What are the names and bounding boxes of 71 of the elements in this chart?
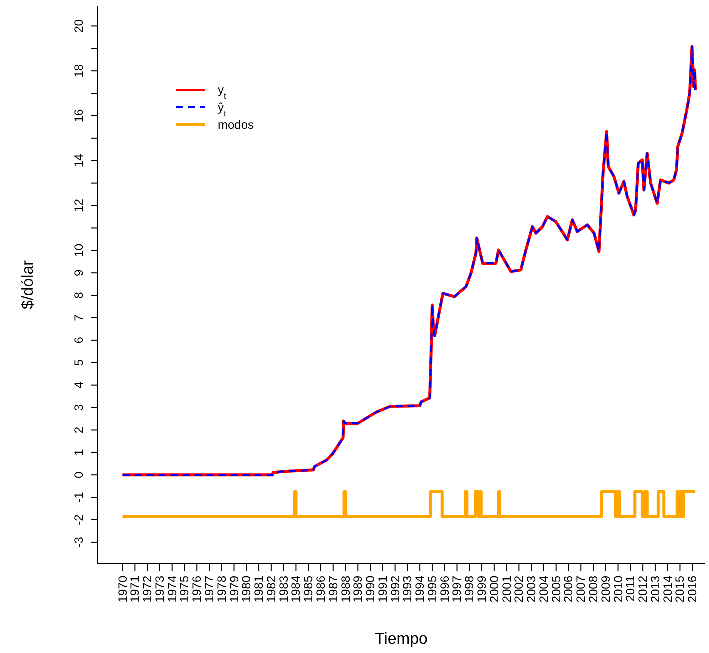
x-tick-label: 2010 <box>611 576 626 603</box>
x-tick-label: 1988 <box>338 576 353 603</box>
y-axis-title: $/dólar <box>20 260 37 310</box>
x-tick-label: 2014 <box>660 576 675 603</box>
x-tick-label: 2011 <box>624 576 638 602</box>
x-tick-label: 1973 <box>152 576 167 603</box>
x-tick-label: 1980 <box>240 576 254 603</box>
x-tick-label: 2003 <box>524 576 539 603</box>
x-tick-label: 1998 <box>462 576 477 603</box>
y-tick-label: 7 <box>72 314 86 322</box>
x-tick-label: 1982 <box>264 576 278 603</box>
x-tick-label: 1995 <box>425 576 440 603</box>
y-tick-label: -1 <box>72 492 86 503</box>
x-tick-label: 2000 <box>487 576 502 603</box>
y-tick-label: 16 <box>72 108 86 123</box>
x-tick-label: 1978 <box>214 576 229 603</box>
x-tick-label: 1990 <box>364 576 378 603</box>
x-tick-label: 1999 <box>475 576 490 603</box>
x-tick-label: 1977 <box>202 576 216 603</box>
x-tick-label: 2013 <box>648 576 662 603</box>
y-tick-label: 6 <box>72 336 86 344</box>
x-tick-label: 1981 <box>252 576 266 603</box>
x-tick-label: 1975 <box>178 576 192 603</box>
x-tick-label: 1976 <box>190 576 204 603</box>
x-tick-label: 1986 <box>314 576 328 603</box>
y-tick-label: 12 <box>72 198 86 212</box>
x-axis-title: Tiempo <box>375 631 428 648</box>
x-tick-label: 1997 <box>450 576 464 603</box>
x-tick-label: 1970 <box>116 576 130 603</box>
y-tick-label: 20 <box>72 19 86 33</box>
x-tick-label: 2016 <box>686 576 700 603</box>
x-tick-label: 1985 <box>302 576 316 603</box>
x-tick-label: 2005 <box>549 576 564 603</box>
x-tick-label: 1972 <box>140 576 155 603</box>
x-tick-label: 1992 <box>388 576 402 603</box>
y-tick-label: 5 <box>72 359 86 366</box>
x-tick-label: 1987 <box>326 576 340 603</box>
x-tick-label: 1984 <box>289 576 304 603</box>
x-tick-label: 1971 <box>128 576 142 603</box>
y-tick-label: 14 <box>72 154 86 168</box>
x-tick-label: 2012 <box>636 576 650 603</box>
y-tick-label: 3 <box>72 404 86 412</box>
x-tick-label: 2009 <box>598 576 613 603</box>
y-tick-label: 2 <box>72 426 86 434</box>
y-tick-label: 9 <box>72 269 86 276</box>
x-tick-label: 1991 <box>376 576 390 603</box>
y-tick-label: 4 <box>72 382 86 389</box>
x-tick-label: 1974 <box>165 576 180 603</box>
x-tick-label: 1996 <box>438 576 452 603</box>
y-tick-label: 8 <box>72 292 86 299</box>
x-tick-label: 2008 <box>586 576 601 603</box>
legend-label: y$_{t}$ <box>218 83 227 101</box>
x-tick-label: 2006 <box>562 576 576 603</box>
x-tick-label: 1989 <box>351 576 366 603</box>
y-tick-label: 0 <box>72 471 86 478</box>
x-tick-label: 2015 <box>673 576 688 603</box>
x-tick-label: 2007 <box>574 576 588 603</box>
legend-label: ŷ$_{t}$ <box>218 100 227 118</box>
x-tick-label: 1983 <box>276 576 291 603</box>
x-tick-label: 2001 <box>500 576 514 603</box>
y-tick-label: 18 <box>72 64 86 78</box>
y-tick-label: 10 <box>72 244 86 258</box>
legend-label: modos <box>218 118 254 132</box>
x-tick-label: 2002 <box>512 576 526 603</box>
x-tick-label: 2004 <box>536 576 551 603</box>
y-tick-label: 1 <box>72 449 86 456</box>
x-tick-label: 1993 <box>400 576 415 603</box>
x-tick-label: 1994 <box>413 576 428 603</box>
y-tick-label: -3 <box>72 536 86 548</box>
y-tick-label: -2 <box>72 514 86 526</box>
x-tick-label: 1979 <box>227 576 242 603</box>
